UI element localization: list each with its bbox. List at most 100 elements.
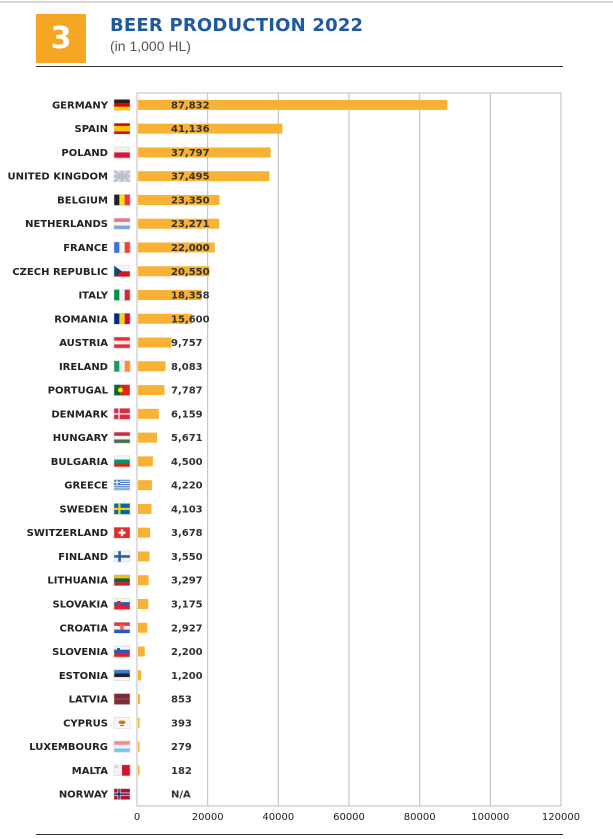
footer-rule: [36, 834, 563, 835]
sweden-flag-icon: [113, 503, 131, 515]
slovenia-flag-icon: [113, 645, 131, 658]
malta-flag-icon: [113, 764, 131, 777]
bar: [138, 670, 142, 681]
luxembourg-flag-icon: [113, 740, 131, 753]
lithuania-flag-icon: [113, 574, 131, 586]
category-label: BULGARIA: [51, 457, 108, 468]
category-label: UNITED KINGDOM: [8, 172, 108, 183]
category-label: CROATIA: [59, 623, 108, 634]
category-label: SLOVAKIA: [53, 599, 109, 610]
bar: [138, 385, 165, 396]
bar: [138, 527, 150, 538]
data-label: 853: [171, 695, 192, 706]
chart-subtitle: (in 1,000 HL): [110, 38, 191, 54]
data-label: 37,495: [171, 172, 210, 183]
bar: [138, 480, 152, 491]
austria-flag-icon: [113, 336, 131, 349]
data-label: 15,600: [171, 314, 210, 325]
bar: [138, 147, 271, 158]
bar: [138, 361, 166, 372]
category-label: BELGIUM: [57, 195, 108, 206]
x-tick-label: 20000: [192, 812, 224, 823]
ireland-flag-icon: [113, 360, 131, 373]
data-label: 2,927: [171, 623, 203, 634]
data-label: 3,297: [171, 576, 203, 587]
bar: [138, 290, 202, 301]
bar: [138, 242, 215, 253]
denmark-flag-icon: [113, 408, 131, 420]
data-label: 393: [171, 718, 192, 729]
category-label: SWITZERLAND: [27, 528, 108, 539]
data-label: 9,757: [171, 338, 203, 349]
section-number-badge: 3: [36, 14, 86, 63]
bar: [138, 741, 140, 752]
czech-flag-icon: [113, 265, 131, 277]
germany-flag-icon: [113, 99, 131, 111]
bar: [138, 575, 149, 586]
data-label: 279: [171, 742, 192, 753]
category-label: ITALY: [78, 291, 108, 302]
italy-flag-icon: [113, 289, 131, 301]
croatia-flag-icon: [113, 622, 131, 634]
data-label: 23,350: [171, 195, 210, 206]
cyprus-flag-icon: [113, 717, 131, 729]
category-label: ROMANIA: [54, 314, 108, 325]
category-label: HUNGARY: [53, 433, 109, 444]
norway-flag-icon: [113, 788, 131, 800]
category-label: LATVIA: [69, 695, 109, 706]
bar: [138, 266, 210, 277]
x-tick-label: 0: [134, 812, 140, 823]
belgium-flag-icon: [113, 194, 131, 206]
bar: [138, 622, 148, 633]
bar: [138, 194, 220, 205]
data-label: 3,678: [171, 528, 203, 539]
data-label: 7,787: [171, 386, 203, 397]
x-tick-label: 100000: [471, 812, 509, 823]
bar: [138, 99, 448, 110]
data-label: 4,220: [171, 481, 203, 492]
x-tick-label: 120000: [542, 812, 580, 823]
slovakia-flag-icon: [113, 598, 131, 610]
bar: [138, 694, 141, 705]
category-label: PORTUGAL: [48, 386, 109, 397]
category-label: AUSTRIA: [59, 338, 108, 349]
category-label: DENMARK: [51, 409, 109, 420]
bar: [138, 456, 153, 467]
category-label: MALTA: [72, 766, 108, 777]
bar: [138, 551, 150, 562]
bar: [138, 646, 145, 657]
bar: [138, 598, 149, 609]
estonia-flag-icon: [113, 669, 131, 682]
category-label: SLOVENIA: [52, 647, 108, 658]
category-label: IRELAND: [59, 362, 108, 373]
poland-flag-icon: [113, 146, 131, 159]
data-label: 20,550: [171, 267, 210, 278]
category-label: CZECH REPUBLIC: [12, 267, 108, 278]
portugal-flag-icon: [113, 384, 131, 396]
data-label: 87,832: [171, 100, 210, 111]
category-label: FINLAND: [58, 552, 108, 563]
category-label: FRANCE: [63, 243, 108, 254]
spain-flag-icon: [113, 122, 131, 135]
x-tick-label: 40000: [262, 812, 294, 823]
bar: [138, 337, 172, 348]
category-label: GERMANY: [52, 100, 109, 111]
greece-flag-icon: [113, 479, 131, 491]
top-border: [0, 1, 613, 3]
data-label: 8,083: [171, 362, 203, 373]
data-label: 4,103: [171, 504, 203, 515]
finland-flag-icon: [113, 550, 131, 563]
x-tick-label: 80000: [404, 812, 436, 823]
bar: [138, 717, 140, 728]
data-label: 5,671: [171, 433, 203, 444]
romania-flag-icon: [113, 313, 131, 325]
category-label: ESTONIA: [59, 671, 108, 682]
category-label: CYPRUS: [63, 718, 108, 729]
category-label: NETHERLANDS: [25, 219, 108, 230]
header-rule: [36, 66, 563, 67]
bar: [138, 408, 159, 419]
hungary-flag-icon: [113, 431, 131, 444]
data-label: 2,200: [171, 647, 203, 658]
data-label: 41,136: [171, 124, 210, 135]
